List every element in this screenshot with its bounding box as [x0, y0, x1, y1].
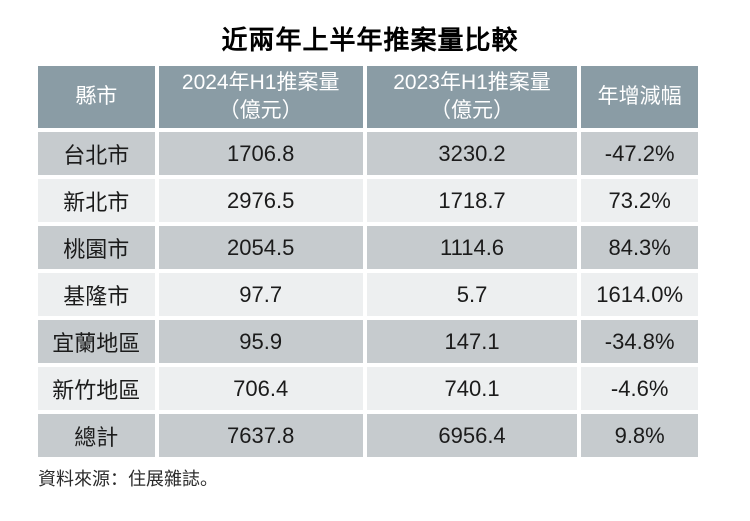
yoy-cell: -4.6%: [581, 367, 698, 410]
value-2023-cell: 3230.2: [366, 132, 578, 175]
table-row: 台北市 1706.8 3230.2 -47.2%: [38, 132, 698, 175]
table-graphic-container: 近兩年上半年推案量比較 縣市 2024年H1推案量 （億元） 2023年H1推案…: [34, 25, 702, 489]
table-row: 桃園市 2054.5 1114.6 84.3%: [38, 226, 698, 269]
table-row: 宜蘭地區 95.9 147.1 -34.8%: [38, 320, 698, 363]
value-2023-cell: 740.1: [366, 367, 578, 410]
header-cell-2023: 2023年H1推案量 （億元）: [366, 66, 578, 128]
source-note: 資料來源：住展雜誌。: [38, 469, 218, 489]
yoy-cell: -34.8%: [581, 320, 698, 363]
table-row-total: 總計 7637.8 6956.4 9.8%: [38, 414, 698, 457]
table-row: 新北市 2976.5 1718.7 73.2%: [38, 179, 698, 222]
launch-volume-table: 縣市 2024年H1推案量 （億元） 2023年H1推案量 （億元） 年增減幅 …: [34, 62, 702, 461]
value-2023-cell: 6956.4: [366, 414, 578, 457]
header-2024-line2: （億元）: [218, 99, 303, 122]
value-2024-cell: 1706.8: [158, 132, 363, 175]
value-2024-cell: 706.4: [158, 367, 363, 410]
header-yoy-label: 年增減幅: [597, 84, 682, 108]
header-2024-line1: 2024年H1推案量: [181, 70, 340, 94]
region-cell: 新北市: [38, 179, 155, 222]
region-cell: 總計: [38, 414, 155, 457]
page-title: 近兩年上半年推案量比較: [221, 25, 519, 55]
value-2023-cell: 1114.6: [366, 226, 578, 269]
yoy-cell: 73.2%: [581, 179, 698, 222]
value-2024-cell: 95.9: [158, 320, 363, 363]
header-row: 縣市 2024年H1推案量 （億元） 2023年H1推案量 （億元） 年增減幅: [38, 66, 698, 128]
value-2024-cell: 7637.8: [158, 414, 363, 457]
value-2023-cell: 5.7: [366, 273, 578, 316]
region-cell: 宜蘭地區: [38, 320, 155, 363]
value-2024-cell: 97.7: [158, 273, 363, 316]
yoy-cell: 84.3%: [581, 226, 698, 269]
yoy-cell: -47.2%: [581, 132, 698, 175]
header-cell-2024: 2024年H1推案量 （億元）: [158, 66, 363, 128]
region-cell: 台北市: [38, 132, 155, 175]
yoy-cell: 9.8%: [581, 414, 698, 457]
header-cell-yoy: 年增減幅: [581, 66, 698, 128]
header-cell-region: 縣市: [38, 66, 155, 128]
table-row: 基隆市 97.7 5.7 1614.0%: [38, 273, 698, 316]
header-2023-line1: 2023年H1推案量: [393, 70, 551, 94]
header-2023-line2: （億元）: [430, 99, 515, 122]
table-row: 新竹地區 706.4 740.1 -4.6%: [38, 367, 698, 410]
header-region-label: 縣市: [75, 84, 118, 108]
region-cell: 桃園市: [38, 226, 155, 269]
value-2024-cell: 2054.5: [158, 226, 363, 269]
value-2024-cell: 2976.5: [158, 179, 363, 222]
yoy-cell: 1614.0%: [581, 273, 698, 316]
value-2023-cell: 1718.7: [366, 179, 578, 222]
value-2023-cell: 147.1: [366, 320, 578, 363]
region-cell: 新竹地區: [38, 367, 155, 410]
region-cell: 基隆市: [38, 273, 155, 316]
